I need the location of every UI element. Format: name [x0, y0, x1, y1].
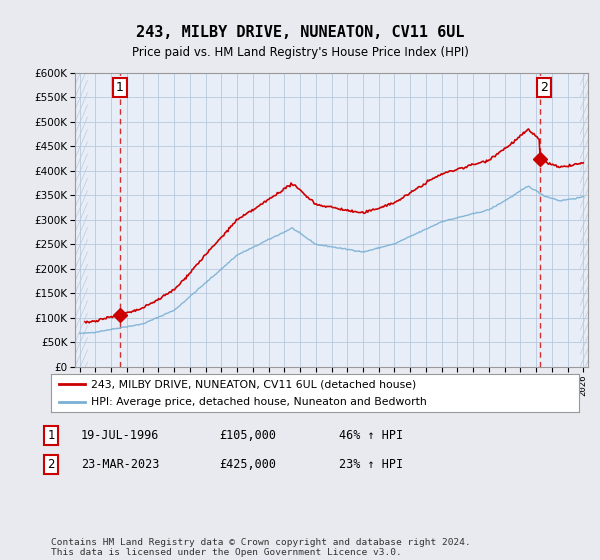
Text: £105,000: £105,000	[219, 429, 276, 442]
Text: 23-MAR-2023: 23-MAR-2023	[81, 458, 160, 472]
Text: 243, MILBY DRIVE, NUNEATON, CV11 6UL (detached house): 243, MILBY DRIVE, NUNEATON, CV11 6UL (de…	[91, 379, 416, 389]
Text: Contains HM Land Registry data © Crown copyright and database right 2024.
This d: Contains HM Land Registry data © Crown c…	[51, 538, 471, 557]
Text: 23% ↑ HPI: 23% ↑ HPI	[339, 458, 403, 472]
Text: 2: 2	[47, 458, 55, 472]
Text: 2: 2	[541, 81, 548, 94]
Text: 1: 1	[116, 81, 124, 94]
Text: Price paid vs. HM Land Registry's House Price Index (HPI): Price paid vs. HM Land Registry's House …	[131, 46, 469, 59]
Text: 19-JUL-1996: 19-JUL-1996	[81, 429, 160, 442]
Text: 46% ↑ HPI: 46% ↑ HPI	[339, 429, 403, 442]
Text: 243, MILBY DRIVE, NUNEATON, CV11 6UL: 243, MILBY DRIVE, NUNEATON, CV11 6UL	[136, 25, 464, 40]
Text: HPI: Average price, detached house, Nuneaton and Bedworth: HPI: Average price, detached house, Nune…	[91, 396, 427, 407]
Text: £425,000: £425,000	[219, 458, 276, 472]
Text: 1: 1	[47, 429, 55, 442]
